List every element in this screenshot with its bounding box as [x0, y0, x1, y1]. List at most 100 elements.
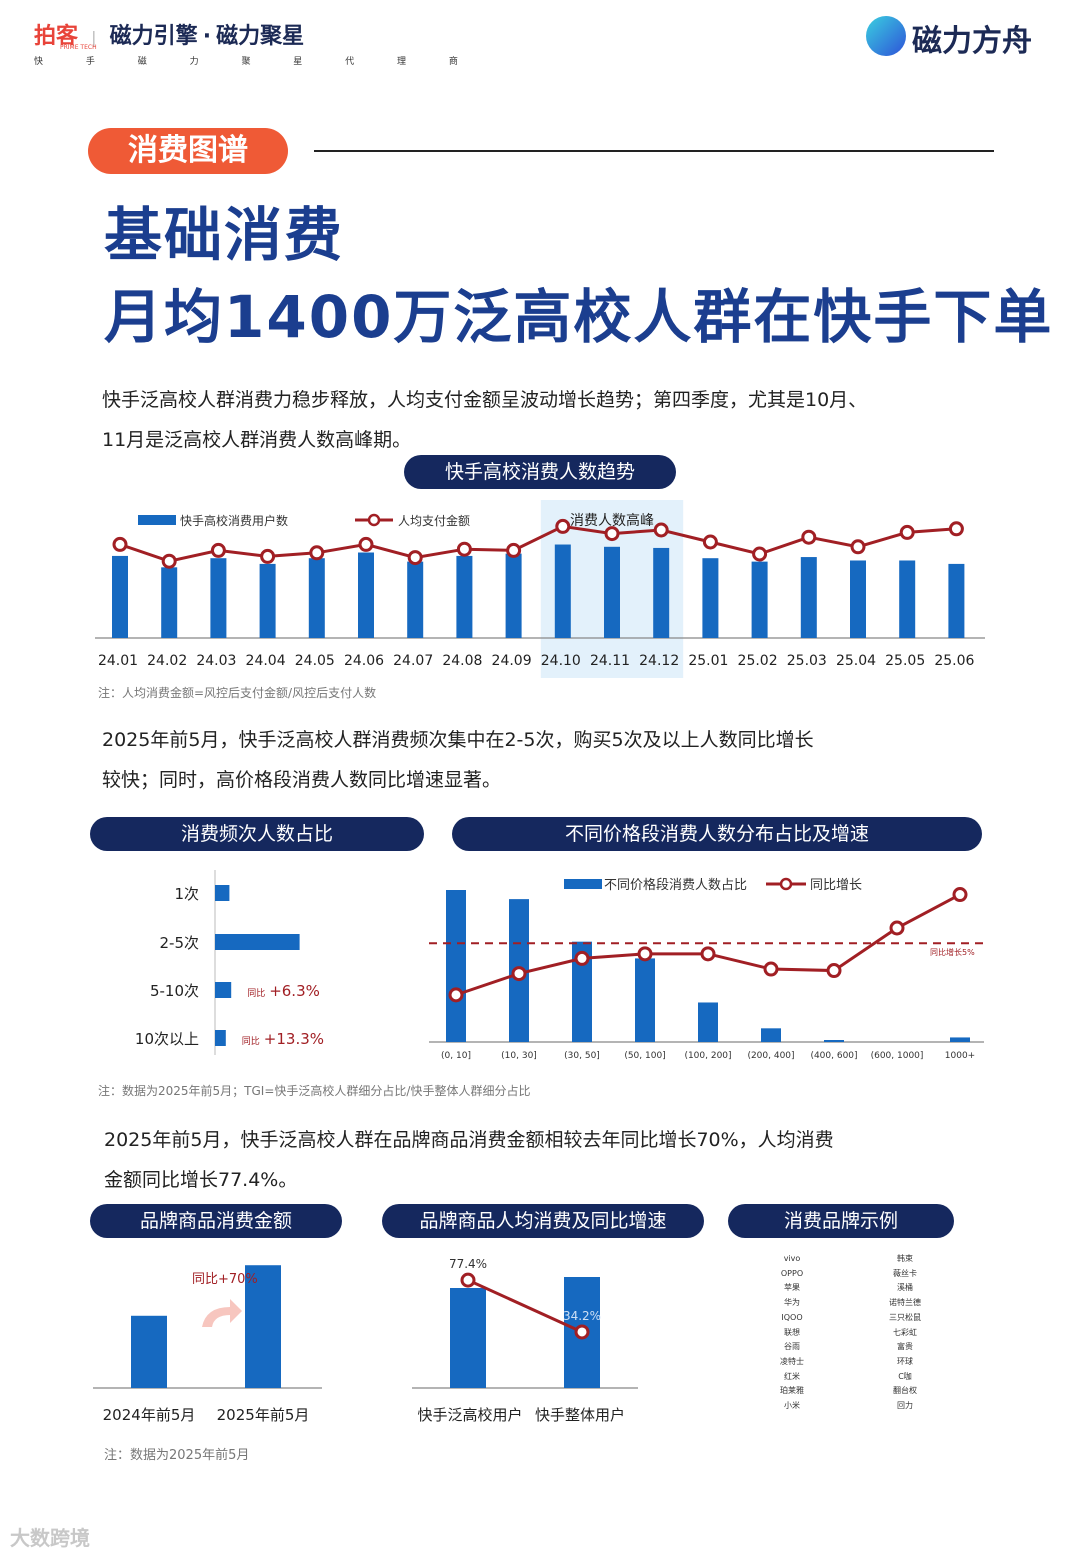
line-point — [456, 541, 472, 557]
x-tick-label: 25.03 — [787, 653, 827, 669]
x-tick-label: 24.07 — [393, 653, 433, 669]
annotation-prefix: 同比 — [242, 1035, 260, 1047]
bar-user-count — [358, 552, 374, 638]
line-point — [161, 553, 177, 569]
line-point — [637, 946, 653, 962]
line-point — [889, 920, 905, 936]
bar-user-count — [308, 558, 325, 638]
brand-item: C咖 — [898, 1371, 912, 1381]
brand-line2: 金额同比增长77.4%。 — [104, 1169, 298, 1191]
title-line2: 月均1400万泛高校人群在快手下单 — [104, 283, 1054, 351]
point-label: 77.4% — [449, 1257, 487, 1271]
x-tick-label: 24.02 — [147, 653, 187, 669]
x-tick-label: (0, 10] — [441, 1051, 471, 1061]
x-tick-label: 2024年前5月 — [103, 1406, 196, 1424]
line-point — [752, 546, 768, 562]
brand-item: 华为 — [784, 1298, 800, 1308]
line-point — [358, 536, 374, 552]
line-point — [801, 529, 817, 545]
line-yoy-growth — [455, 893, 961, 997]
line-point — [407, 550, 423, 566]
chart1-note: 注：人均消费金额=风控后支付金额/风控后支付人数 — [98, 686, 377, 700]
chart5-title: 品牌商品人均消费及同比增速 — [382, 1204, 704, 1238]
reference-line-label: 同比增长5% — [930, 947, 975, 957]
x-tick-label: 24.06 — [344, 653, 384, 669]
legend-line-label: 同比增长 — [810, 878, 862, 893]
line-avg-payment — [119, 524, 957, 563]
x-tick-label: 24.10 — [541, 653, 581, 669]
intro-line1: 快手泛高校人群消费力稳步释放，人均支付金额呈波动增长趋势；第四季度，尤其是10月… — [102, 389, 868, 411]
y-tick-label: 2-5次 — [160, 934, 200, 952]
bar-price-share — [635, 958, 655, 1042]
growth-arrow-icon — [202, 1299, 242, 1327]
bar-user-count — [948, 563, 965, 638]
line-point — [506, 542, 522, 558]
point-label: 34.2% — [563, 1309, 601, 1323]
annotation-prefix: 同比 — [247, 987, 265, 999]
annotation-growth: +13.3% — [264, 1030, 324, 1048]
line-point — [112, 536, 128, 552]
x-tick-label: 25.04 — [836, 653, 876, 669]
x-tick-label: 25.05 — [885, 653, 925, 669]
x-tick-label: 24.12 — [639, 653, 679, 669]
bar-user-count — [161, 567, 178, 638]
bar-user-count — [112, 555, 128, 638]
cili-jixing-logo: 磁力聚星 — [216, 24, 305, 49]
brand-item: 珀莱雅 — [780, 1386, 804, 1396]
brand-line1: 2025年前5月，快手泛高校人群在品牌商品消费金额相较去年同比增长70%，人均消… — [104, 1129, 834, 1151]
legend-bar-label: 不同价格段消费人数占比 — [604, 877, 747, 893]
bar-price-share — [698, 1002, 718, 1042]
bar-brand-amount — [131, 1315, 167, 1388]
x-tick-label: 24.01 — [98, 653, 138, 669]
brand-item: 溪桶 — [897, 1283, 913, 1293]
line-point — [763, 961, 779, 977]
line-point — [948, 521, 964, 537]
chart23-note: 注：数据为2025年前5月；TGI=快手泛高校人群细分占比/快手整体人群细分占比 — [98, 1084, 531, 1098]
x-tick-label: 24.03 — [196, 653, 236, 669]
price-segment-chart: 不同价格段消费人数占比 同比增长 (0, 10] (10, 30] (30, 50] (5… — [429, 877, 984, 1061]
line-point — [653, 522, 669, 538]
bar-user-count — [702, 558, 719, 638]
line-point — [309, 545, 325, 561]
bar-price-share — [950, 1037, 970, 1042]
line-point — [574, 1324, 590, 1340]
legend-line-marker — [367, 513, 381, 527]
line-point — [700, 946, 716, 962]
bar-frequency — [215, 934, 300, 950]
brand-item: 薇丝卡 — [893, 1268, 917, 1278]
brand-item: 三只松鼠 — [889, 1312, 921, 1322]
legend-bar-label: 快手高校消费用户数 — [180, 513, 288, 528]
y-tick-label: 1次 — [174, 885, 199, 903]
ark-logo-icon — [866, 16, 906, 56]
brand-paragraph: 2025年前5月，快手泛高校人群在品牌商品消费金额相较去年同比增长70%，人均消… — [104, 1120, 1004, 1200]
bar-user-count — [505, 553, 522, 638]
line-point — [260, 548, 276, 564]
section-tag: 消费图谱 — [88, 128, 288, 174]
line-point — [702, 534, 718, 550]
bar-frequency — [215, 885, 230, 901]
bar-user-count — [554, 544, 571, 638]
bar-user-count — [899, 560, 916, 638]
x-tick-label: 25.02 — [738, 653, 778, 669]
line-point — [511, 966, 527, 982]
intro-paragraph: 快手泛高校人群消费力稳步释放，人均支付金额呈波动增长趋势；第四季度，尤其是10月… — [102, 380, 1002, 460]
bar-user-count — [850, 560, 866, 638]
bar-frequency — [215, 1030, 226, 1046]
brand-item: 翻台权 — [893, 1386, 917, 1396]
line-point — [826, 963, 842, 979]
header-logos: 拍客 PRIME TECH | 磁力引擎 · 磁力聚星 — [34, 18, 305, 51]
line-point — [850, 539, 866, 555]
brand-amount-chart: 2024年前5月 2025年前5月 同比+70% — [93, 1265, 322, 1424]
trend-chart: 消费人数高峰 快手高校消费用户数 人均支付金额 24.01 24.02 24.03 24.0… — [95, 500, 985, 678]
x-tick-label: 24.11 — [590, 653, 630, 669]
frequency-line1: 2025年前5月，快手泛高校人群消费频次集中在2-5次，购买5次及以上人数同比增… — [102, 729, 814, 751]
line-point — [574, 950, 590, 966]
x-tick-label: (100, 200] — [684, 1051, 731, 1061]
ark-logo: 磁力方舟 — [912, 24, 1032, 59]
x-tick-label: 25.06 — [934, 653, 974, 669]
bar-user-count — [653, 547, 670, 638]
frequency-chart: 1次 2-5次 5-10次 10次以上 同比 +6.3% 同比 +13.3% — [135, 870, 324, 1055]
legend-bar-swatch — [564, 879, 602, 889]
legend-bar-swatch — [138, 515, 176, 525]
x-tick-label: (200, 400] — [747, 1051, 794, 1061]
